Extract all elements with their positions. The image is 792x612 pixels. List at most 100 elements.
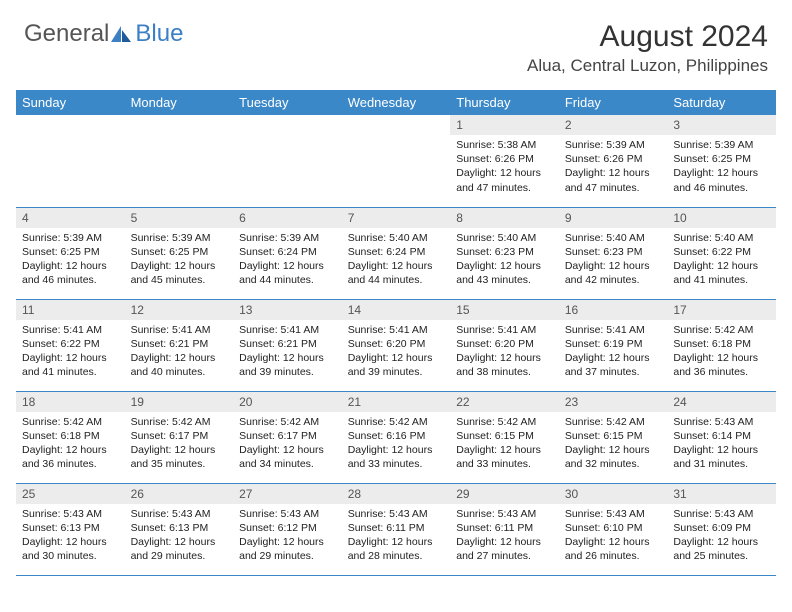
- calendar-day-cell: 8Sunrise: 5:40 AMSunset: 6:23 PMDaylight…: [450, 207, 559, 299]
- weekday-header: Thursday: [450, 90, 559, 115]
- day-details: Sunrise: 5:42 AMSunset: 6:17 PMDaylight:…: [125, 412, 234, 476]
- day-details: Sunrise: 5:41 AMSunset: 6:19 PMDaylight:…: [559, 320, 668, 384]
- day-details: Sunrise: 5:39 AMSunset: 6:25 PMDaylight:…: [125, 228, 234, 292]
- day-details: Sunrise: 5:39 AMSunset: 6:26 PMDaylight:…: [559, 135, 668, 199]
- day-number: 29: [450, 484, 559, 504]
- calendar-day-cell: 22Sunrise: 5:42 AMSunset: 6:15 PMDayligh…: [450, 391, 559, 483]
- day-number: 12: [125, 300, 234, 320]
- calendar-day-cell: 13Sunrise: 5:41 AMSunset: 6:21 PMDayligh…: [233, 299, 342, 391]
- day-details: Sunrise: 5:41 AMSunset: 6:21 PMDaylight:…: [233, 320, 342, 384]
- day-number: 9: [559, 208, 668, 228]
- calendar-day-cell: [233, 115, 342, 207]
- calendar-day-cell: 30Sunrise: 5:43 AMSunset: 6:10 PMDayligh…: [559, 483, 668, 575]
- day-details: Sunrise: 5:43 AMSunset: 6:11 PMDaylight:…: [450, 504, 559, 568]
- day-number: 13: [233, 300, 342, 320]
- day-number: 28: [342, 484, 451, 504]
- day-number: 20: [233, 392, 342, 412]
- calendar-day-cell: 2Sunrise: 5:39 AMSunset: 6:26 PMDaylight…: [559, 115, 668, 207]
- day-number-empty: [16, 115, 125, 135]
- logo-text-blue: Blue: [135, 20, 183, 48]
- calendar-day-cell: 25Sunrise: 5:43 AMSunset: 6:13 PMDayligh…: [16, 483, 125, 575]
- calendar-day-cell: 28Sunrise: 5:43 AMSunset: 6:11 PMDayligh…: [342, 483, 451, 575]
- logo-text-general: General: [24, 20, 109, 48]
- day-number: 19: [125, 392, 234, 412]
- day-number: 25: [16, 484, 125, 504]
- calendar-day-cell: 14Sunrise: 5:41 AMSunset: 6:20 PMDayligh…: [342, 299, 451, 391]
- calendar-day-cell: 26Sunrise: 5:43 AMSunset: 6:13 PMDayligh…: [125, 483, 234, 575]
- calendar-day-cell: 16Sunrise: 5:41 AMSunset: 6:19 PMDayligh…: [559, 299, 668, 391]
- day-number: 4: [16, 208, 125, 228]
- calendar-day-cell: 5Sunrise: 5:39 AMSunset: 6:25 PMDaylight…: [125, 207, 234, 299]
- calendar-day-cell: 11Sunrise: 5:41 AMSunset: 6:22 PMDayligh…: [16, 299, 125, 391]
- day-details: Sunrise: 5:40 AMSunset: 6:23 PMDaylight:…: [559, 228, 668, 292]
- day-number: 2: [559, 115, 668, 135]
- day-number: 26: [125, 484, 234, 504]
- calendar-week-row: 11Sunrise: 5:41 AMSunset: 6:22 PMDayligh…: [16, 299, 776, 391]
- calendar-day-cell: 1Sunrise: 5:38 AMSunset: 6:26 PMDaylight…: [450, 115, 559, 207]
- day-details: Sunrise: 5:42 AMSunset: 6:18 PMDaylight:…: [667, 320, 776, 384]
- day-number: 22: [450, 392, 559, 412]
- day-details: Sunrise: 5:41 AMSunset: 6:20 PMDaylight:…: [450, 320, 559, 384]
- day-number-empty: [125, 115, 234, 135]
- day-number: 31: [667, 484, 776, 504]
- calendar-day-cell: 18Sunrise: 5:42 AMSunset: 6:18 PMDayligh…: [16, 391, 125, 483]
- calendar-day-cell: 12Sunrise: 5:41 AMSunset: 6:21 PMDayligh…: [125, 299, 234, 391]
- weekday-header: Friday: [559, 90, 668, 115]
- day-details: Sunrise: 5:39 AMSunset: 6:25 PMDaylight:…: [667, 135, 776, 199]
- day-number: 24: [667, 392, 776, 412]
- calendar-day-cell: [342, 115, 451, 207]
- calendar-day-cell: 10Sunrise: 5:40 AMSunset: 6:22 PMDayligh…: [667, 207, 776, 299]
- calendar-day-cell: 3Sunrise: 5:39 AMSunset: 6:25 PMDaylight…: [667, 115, 776, 207]
- day-details: Sunrise: 5:43 AMSunset: 6:11 PMDaylight:…: [342, 504, 451, 568]
- day-details: Sunrise: 5:43 AMSunset: 6:10 PMDaylight:…: [559, 504, 668, 568]
- calendar-day-cell: 7Sunrise: 5:40 AMSunset: 6:24 PMDaylight…: [342, 207, 451, 299]
- day-details: Sunrise: 5:43 AMSunset: 6:09 PMDaylight:…: [667, 504, 776, 568]
- location-subtitle: Alua, Central Luzon, Philippines: [527, 56, 768, 76]
- day-number-empty: [233, 115, 342, 135]
- calendar-week-row: 25Sunrise: 5:43 AMSunset: 6:13 PMDayligh…: [16, 483, 776, 575]
- day-number: 5: [125, 208, 234, 228]
- day-details: Sunrise: 5:40 AMSunset: 6:24 PMDaylight:…: [342, 228, 451, 292]
- day-number: 17: [667, 300, 776, 320]
- calendar-day-cell: 31Sunrise: 5:43 AMSunset: 6:09 PMDayligh…: [667, 483, 776, 575]
- day-details: Sunrise: 5:42 AMSunset: 6:16 PMDaylight:…: [342, 412, 451, 476]
- title-block: August 2024 Alua, Central Luzon, Philipp…: [527, 20, 768, 76]
- day-number-empty: [342, 115, 451, 135]
- day-number: 7: [342, 208, 451, 228]
- page-header: General Blue August 2024 Alua, Central L…: [0, 0, 792, 84]
- day-details: Sunrise: 5:40 AMSunset: 6:22 PMDaylight:…: [667, 228, 776, 292]
- calendar-week-row: 1Sunrise: 5:38 AMSunset: 6:26 PMDaylight…: [16, 115, 776, 207]
- day-number: 23: [559, 392, 668, 412]
- day-number: 10: [667, 208, 776, 228]
- day-details: Sunrise: 5:42 AMSunset: 6:15 PMDaylight:…: [450, 412, 559, 476]
- day-number: 14: [342, 300, 451, 320]
- day-number: 16: [559, 300, 668, 320]
- day-number: 8: [450, 208, 559, 228]
- day-details: Sunrise: 5:42 AMSunset: 6:17 PMDaylight:…: [233, 412, 342, 476]
- calendar-day-cell: 23Sunrise: 5:42 AMSunset: 6:15 PMDayligh…: [559, 391, 668, 483]
- calendar-day-cell: [16, 115, 125, 207]
- calendar-day-cell: 4Sunrise: 5:39 AMSunset: 6:25 PMDaylight…: [16, 207, 125, 299]
- day-number: 21: [342, 392, 451, 412]
- weekday-header: Tuesday: [233, 90, 342, 115]
- page-title: August 2024: [527, 20, 768, 54]
- calendar-day-cell: 15Sunrise: 5:41 AMSunset: 6:20 PMDayligh…: [450, 299, 559, 391]
- weekday-header: Sunday: [16, 90, 125, 115]
- logo-sail-icon: [109, 24, 133, 44]
- day-number: 1: [450, 115, 559, 135]
- day-details: Sunrise: 5:43 AMSunset: 6:12 PMDaylight:…: [233, 504, 342, 568]
- day-details: Sunrise: 5:43 AMSunset: 6:13 PMDaylight:…: [125, 504, 234, 568]
- weekday-header: Wednesday: [342, 90, 451, 115]
- calendar-day-cell: [125, 115, 234, 207]
- day-details: Sunrise: 5:42 AMSunset: 6:15 PMDaylight:…: [559, 412, 668, 476]
- logo: General Blue: [24, 20, 183, 48]
- calendar-week-row: 4Sunrise: 5:39 AMSunset: 6:25 PMDaylight…: [16, 207, 776, 299]
- calendar-day-cell: 6Sunrise: 5:39 AMSunset: 6:24 PMDaylight…: [233, 207, 342, 299]
- calendar-table: SundayMondayTuesdayWednesdayThursdayFrid…: [16, 90, 776, 576]
- day-number: 18: [16, 392, 125, 412]
- calendar-week-row: 18Sunrise: 5:42 AMSunset: 6:18 PMDayligh…: [16, 391, 776, 483]
- calendar-day-cell: 27Sunrise: 5:43 AMSunset: 6:12 PMDayligh…: [233, 483, 342, 575]
- calendar-day-cell: 20Sunrise: 5:42 AMSunset: 6:17 PMDayligh…: [233, 391, 342, 483]
- day-details: Sunrise: 5:41 AMSunset: 6:20 PMDaylight:…: [342, 320, 451, 384]
- day-number: 6: [233, 208, 342, 228]
